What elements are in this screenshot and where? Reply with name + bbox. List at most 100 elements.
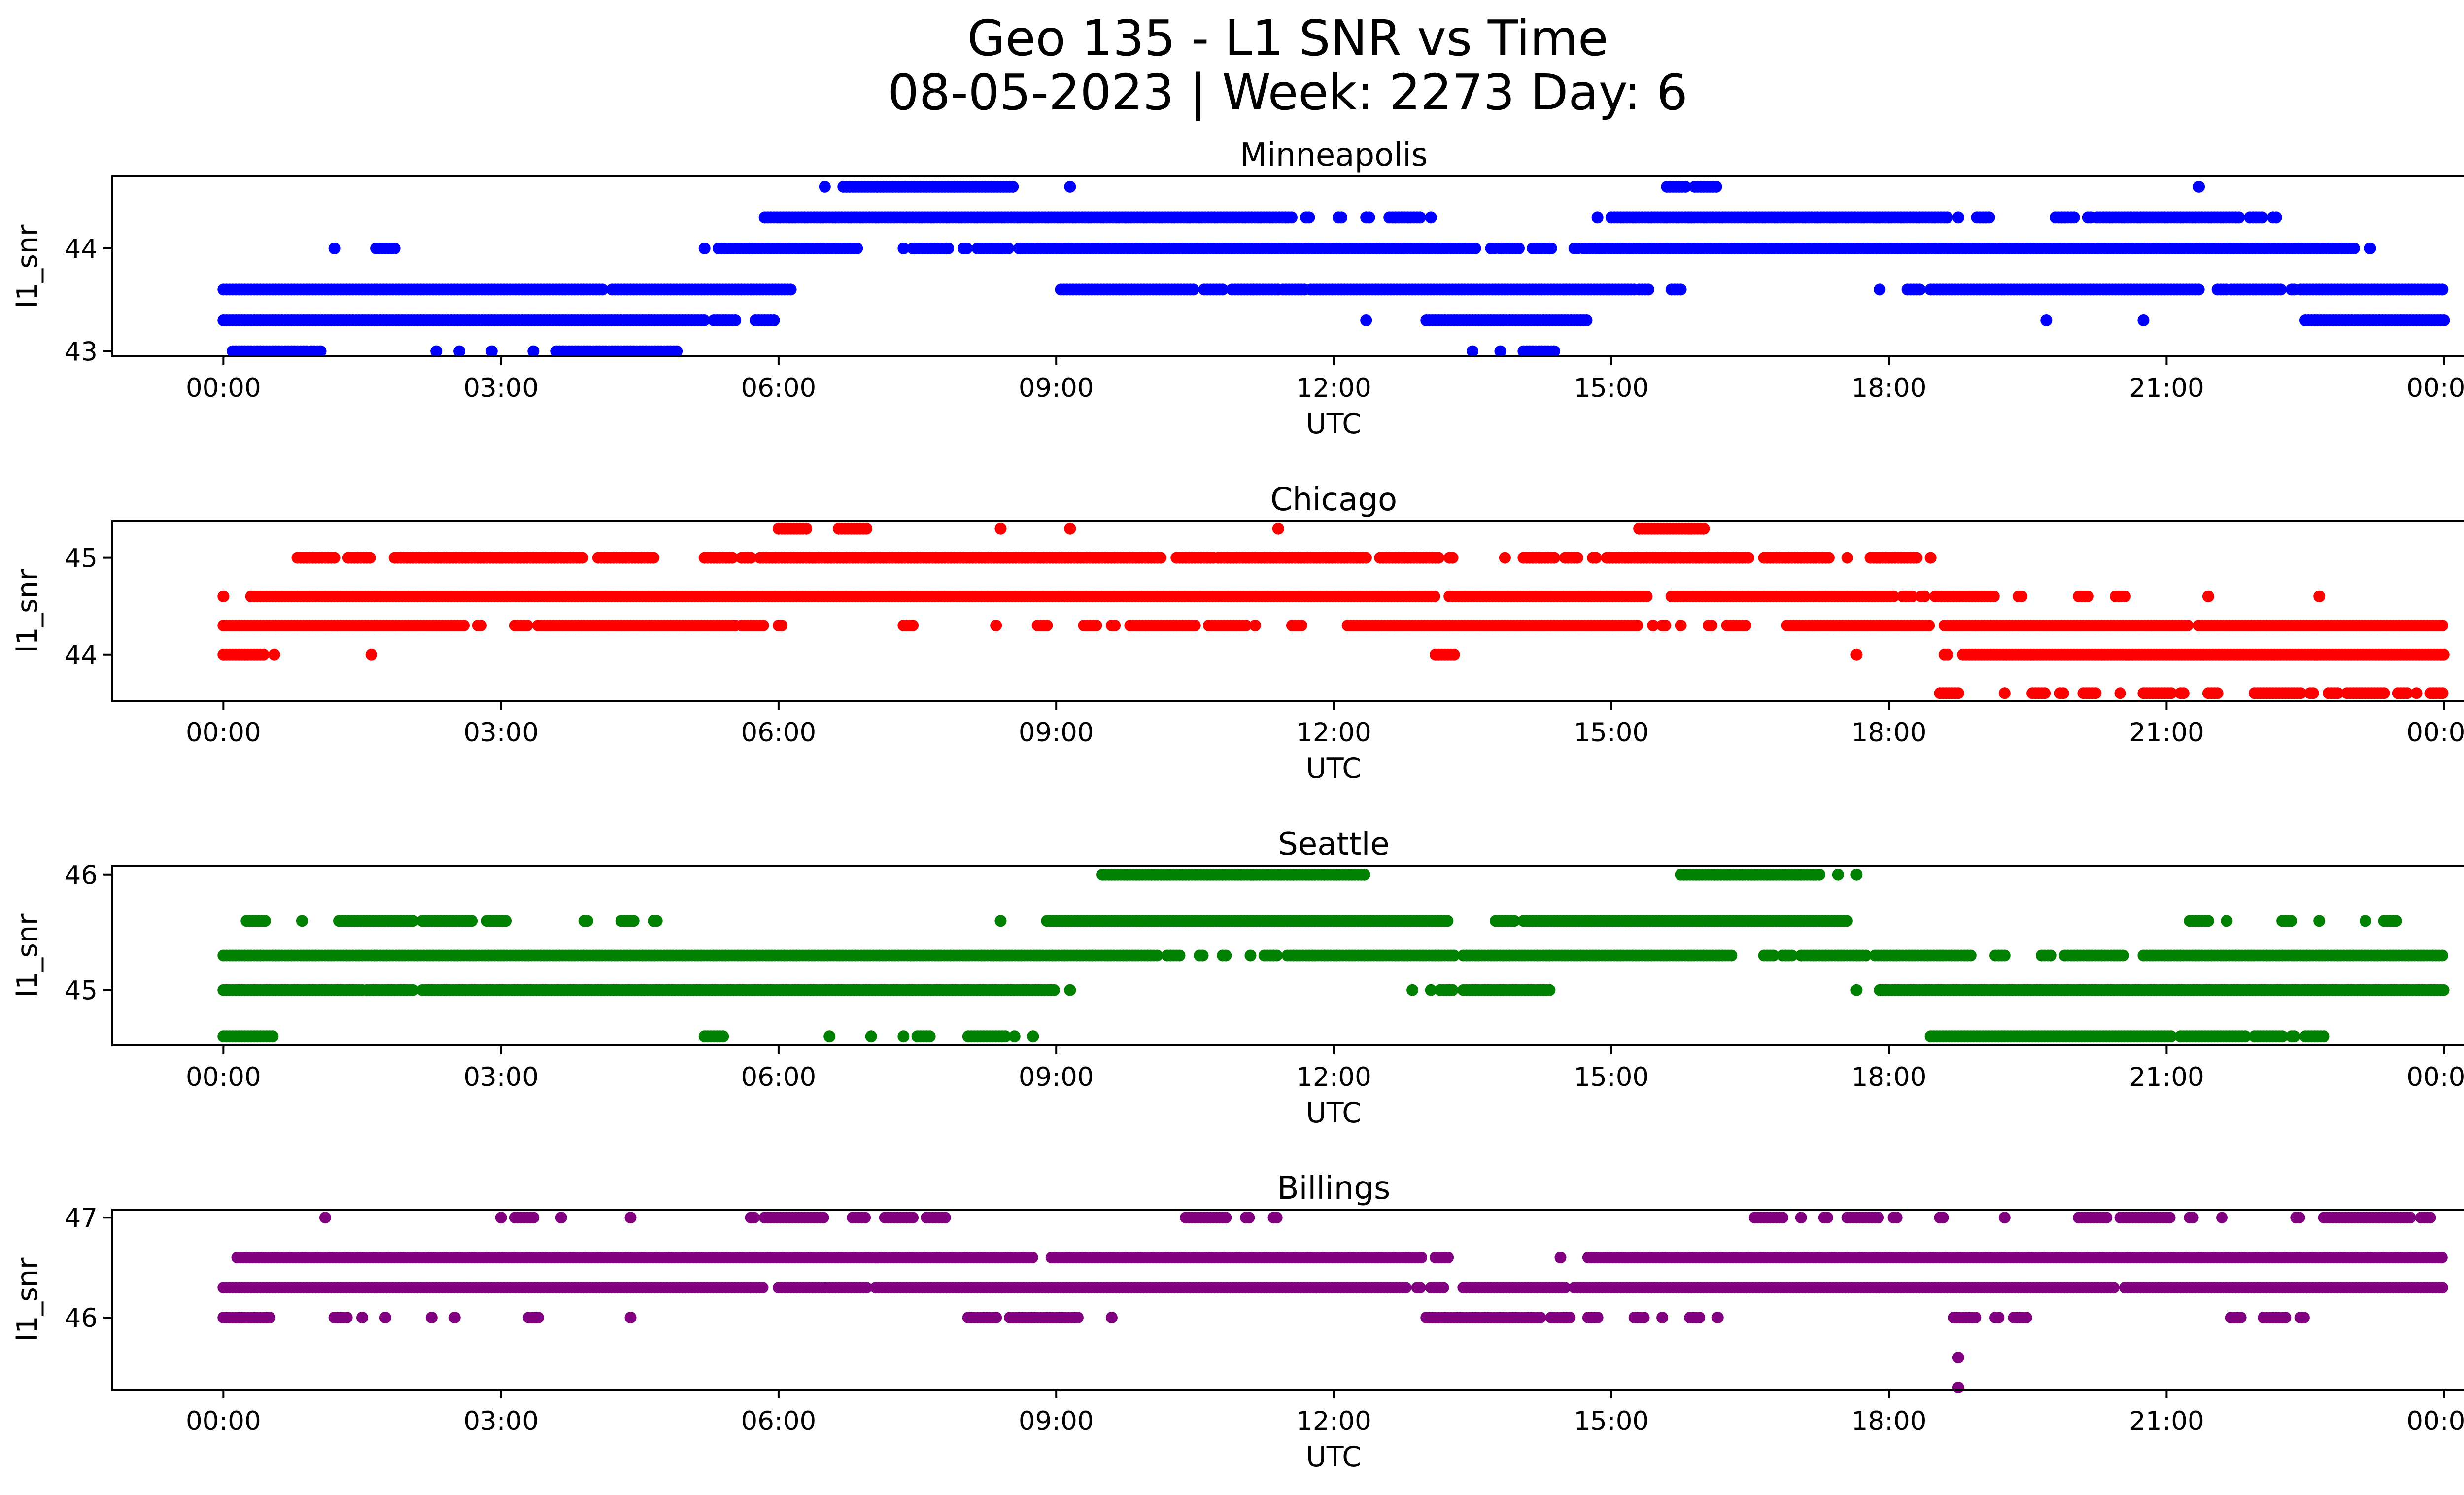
minneapolis-data-point	[1580, 314, 1593, 326]
minneapolis-x-tick-label: 09:00	[1019, 373, 1094, 403]
chicago-data-point	[365, 648, 377, 661]
seattle-data-point	[1151, 949, 1163, 962]
minneapolis-data-point	[2040, 314, 2053, 326]
chicago-data-point	[1675, 619, 1687, 631]
seattle-title: Seattle	[1278, 826, 1390, 863]
chicago-data-point	[1155, 552, 1167, 564]
chicago-axes-frame	[111, 520, 2464, 702]
minneapolis-y-tick-label: 44	[65, 234, 98, 264]
chicago-data-point	[475, 619, 487, 631]
chicago-data-point	[1924, 552, 1937, 564]
minneapolis-axes-frame	[111, 175, 2464, 357]
figure-title-line1: Geo 135 - L1 SNR vs Time	[967, 9, 1608, 67]
chicago-x-tick-label: 15:00	[1574, 718, 1649, 748]
chicago-data-point	[1911, 552, 1923, 564]
chicago-data-point	[1448, 648, 1460, 661]
minneapolis-x-tick-label: 12:00	[1296, 373, 1371, 403]
chicago-data-point	[1446, 552, 1459, 564]
seattle-data-point	[717, 1030, 729, 1043]
seattle-data-point	[1270, 949, 1283, 962]
minneapolis-data-point	[2256, 211, 2268, 224]
seattle-data-point	[1543, 984, 1556, 996]
chicago-data-point	[860, 522, 873, 535]
seattle-data-point	[2437, 984, 2450, 996]
chicago-data-point	[1548, 552, 1560, 564]
minneapolis-data-point	[430, 345, 443, 357]
minneapolis-data-point	[2137, 314, 2150, 326]
minneapolis-data-point	[2348, 243, 2360, 254]
minneapolis-title: Minneapolis	[1240, 137, 1428, 174]
seattle-data-point	[1220, 949, 1232, 962]
minneapolis-data-point	[1952, 211, 1964, 224]
minneapolis-data-point	[388, 243, 401, 254]
seattle-data-point	[2318, 1030, 2330, 1043]
chicago-data-point	[2114, 687, 2126, 699]
minneapolis-data-point	[328, 243, 341, 254]
chicago-data-point	[1295, 619, 1307, 631]
minneapolis-data-point	[729, 314, 742, 326]
seattle-data-point	[1850, 984, 1863, 996]
chicago-data-point	[1249, 619, 1261, 631]
minneapolis-data-point	[1187, 283, 1199, 296]
seattle-data-point	[1197, 949, 1209, 962]
minneapolis-data-point	[596, 283, 609, 296]
minneapolis-x-tick-label: 03:00	[463, 373, 539, 403]
chicago-data-point	[1631, 619, 1643, 631]
minneapolis-data-point	[1303, 211, 1315, 224]
chicago-data-point	[1109, 619, 1121, 631]
minneapolis-data-point	[671, 345, 683, 357]
chicago-x-tick-label: 00:00	[2406, 718, 2464, 748]
chicago-data-point	[268, 648, 280, 661]
minneapolis-x-tick-label: 18:00	[1851, 373, 1927, 403]
minneapolis-data-point	[785, 283, 797, 296]
chicago-x-tick-label: 18:00	[1851, 718, 1927, 748]
minneapolis-data-point	[314, 345, 327, 357]
minneapolis-data-point	[1425, 211, 1437, 224]
minneapolis-data-point	[851, 243, 863, 254]
minneapolis-x-tick-label: 00:00	[2406, 373, 2464, 403]
seattle-data-point	[924, 1030, 936, 1043]
minneapolis-data-point	[2270, 211, 2282, 224]
minneapolis-data-point	[819, 180, 831, 193]
minneapolis-x-tick-label: 21:00	[2129, 373, 2204, 403]
chicago-data-point	[1360, 552, 1372, 564]
seattle-data-point	[1173, 949, 1186, 962]
chicago-x-tick-label: 09:00	[1019, 718, 1094, 748]
chicago-x-axis-label: UTC	[1306, 752, 1362, 785]
minneapolis-data-point	[1217, 283, 1229, 296]
chicago-data-point	[907, 619, 919, 631]
minneapolis-data-point	[1642, 283, 1654, 296]
chicago-data-point	[1064, 522, 1076, 535]
chicago-points	[217, 522, 2450, 699]
minneapolis-data-point	[960, 243, 973, 254]
minneapolis-data-point	[1591, 211, 1604, 224]
chicago-data-point	[1850, 648, 1863, 661]
chicago-data-point	[1706, 619, 1718, 631]
seattle-points	[217, 869, 2450, 1043]
minneapolis-y-axis-label: l1_snr	[11, 224, 44, 308]
chicago-title: Chicago	[1270, 482, 1397, 518]
minneapolis-data-point	[1360, 314, 1372, 326]
minneapolis-x-tick-label: 15:00	[1574, 373, 1649, 403]
minneapolis-data-point	[1675, 283, 1687, 296]
chicago-data-point	[2436, 619, 2449, 631]
chicago-data-point	[1433, 552, 1445, 564]
chicago-data-point	[328, 552, 341, 564]
minneapolis-data-point	[1064, 180, 1076, 193]
chicago-data-point	[577, 552, 589, 564]
minneapolis-points	[217, 180, 2450, 357]
chicago-data-point	[1590, 552, 1602, 564]
chicago-data-point	[1987, 591, 2000, 603]
chicago-data-point	[2436, 687, 2449, 699]
chicago-data-point	[2177, 687, 2190, 699]
chicago-y-axis-label: l1_snr	[11, 569, 44, 653]
minneapolis-data-point	[2192, 283, 2205, 296]
minneapolis-data-point	[1914, 283, 1926, 296]
minneapolis-data-point	[1548, 345, 1560, 357]
chicago-data-point	[1952, 687, 1964, 699]
chicago-data-point	[2039, 687, 2051, 699]
seattle-data-point	[1406, 984, 1419, 996]
chicago-data-point	[2313, 591, 2326, 603]
